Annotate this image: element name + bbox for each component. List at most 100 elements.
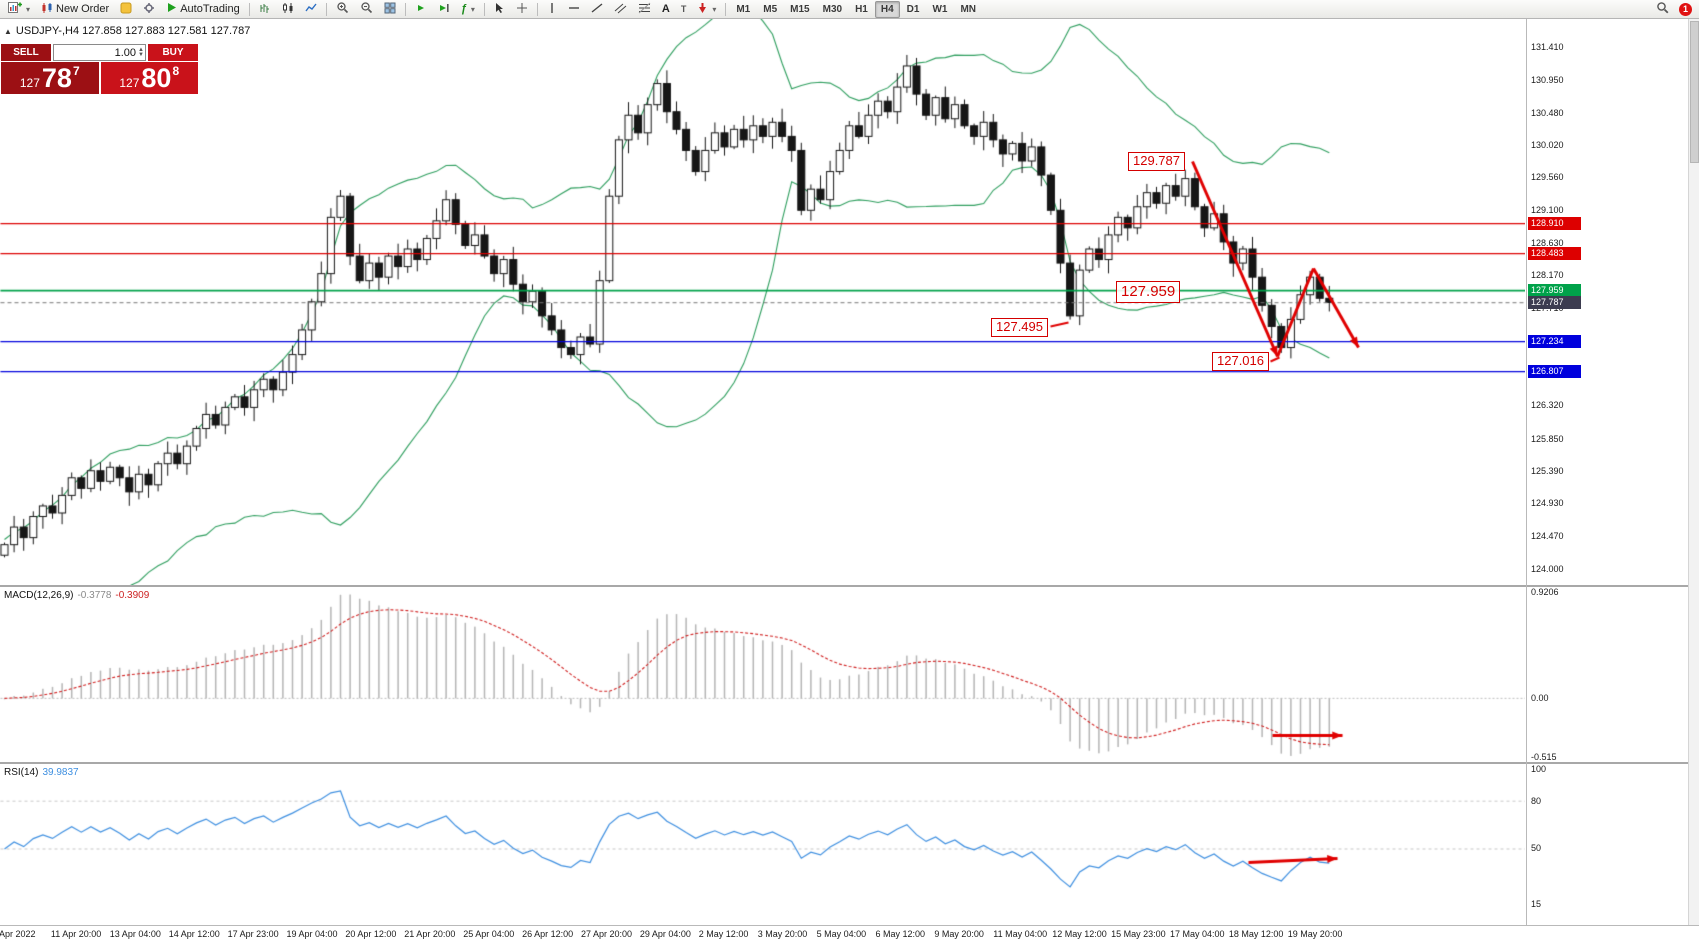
price-annotation-box[interactable]: 127.016 (1212, 352, 1269, 371)
channel-button[interactable] (609, 0, 632, 18)
buy-button[interactable]: BUY (148, 44, 198, 61)
rsi-panel-splitter[interactable] (0, 762, 1699, 764)
autotrading-button[interactable]: AutoTrading (161, 0, 245, 18)
trendline-button[interactable] (586, 0, 608, 18)
timeframe-button-h1[interactable]: H1 (855, 3, 868, 15)
arrows-tool-button[interactable]: ▾ (692, 0, 721, 18)
sell-price-big: 78 (41, 62, 72, 93)
timeframe-button-m15[interactable]: M15 (790, 3, 810, 15)
time-axis-label: 12 May 12:00 (1052, 929, 1107, 939)
symbol-marker-icon: ▲ (4, 26, 12, 36)
sell-price-pip: 7 (72, 64, 80, 78)
macd-panel-canvas[interactable] (0, 587, 1525, 762)
price-annotation-box[interactable]: 129.787 (1128, 152, 1185, 171)
scrollbar-thumb[interactable] (1690, 21, 1699, 163)
time-axis-label: 25 Apr 04:00 (463, 929, 515, 939)
timeframe-button-d1[interactable]: D1 (906, 3, 920, 15)
rsi-panel-canvas[interactable] (0, 764, 1525, 925)
vertical-scrollbar[interactable] (1688, 19, 1699, 925)
timeframe-button-m30[interactable]: M30 (822, 3, 843, 15)
gear-icon (143, 2, 155, 17)
line-chart-icon (305, 2, 317, 17)
sell-price-display[interactable]: 127 78 7 (1, 62, 99, 94)
horizontal-line-icon (568, 3, 580, 16)
options-button[interactable] (138, 0, 160, 18)
vertical-line-button[interactable] (542, 0, 562, 18)
time-axis-label: 19 Apr 04:00 (286, 929, 338, 939)
time-axis-label: 13 Apr 04:00 (109, 929, 161, 939)
macd-scale-label: 0.00 (1531, 692, 1549, 703)
timeframe-button-mn[interactable]: MN (960, 3, 977, 15)
chevron-down-icon: ▾ (26, 4, 31, 14)
chart-line-button[interactable] (300, 0, 322, 18)
price-tick: 131.410 (1531, 42, 1564, 53)
vertical-line-icon (547, 2, 557, 17)
zoom-in-button[interactable] (331, 0, 354, 18)
time-axis-label: 11 Apr 20:00 (50, 929, 102, 939)
price-annotation-box[interactable]: 127.959 (1116, 281, 1181, 303)
indicators-button[interactable]: ƒ ▾ (456, 0, 480, 18)
price-axis-border (1526, 19, 1527, 925)
timeframe-button-m5[interactable]: M5 (763, 3, 778, 15)
main-chart-canvas[interactable] (0, 19, 1525, 585)
volume-value: 1.00 (114, 46, 137, 59)
search-button[interactable] (1651, 0, 1674, 18)
zoom-out-icon (360, 1, 373, 17)
arrow-marker-icon (697, 2, 708, 17)
time-axis-label: 2 May 12:00 (698, 929, 749, 939)
time-axis-label: 20 Apr 12:00 (345, 929, 397, 939)
volume-spinner[interactable]: ▲ ▼ (138, 46, 144, 58)
price-tick: 129.560 (1531, 172, 1564, 183)
symbol-ohlc-text: USDJPY-,H4 127.858 127.883 127.581 127.7… (15, 25, 251, 37)
metaeditor-button[interactable] (115, 0, 137, 18)
current-price-badge: 127.787 (1528, 295, 1581, 309)
auto-scroll-button[interactable] (410, 0, 432, 18)
time-axis-label: 8 Apr 2022 (0, 929, 36, 939)
tile-windows-button[interactable] (379, 0, 401, 18)
rsi-scale-label: 80 (1531, 795, 1542, 806)
price-line-badge: 126.807 (1528, 364, 1581, 378)
price-line-badge: 127.959 (1528, 283, 1581, 297)
new-chart-button[interactable]: ▾ (3, 0, 35, 18)
rsi-scale-label: 15 (1531, 899, 1542, 910)
zoom-out-button[interactable] (355, 0, 378, 18)
time-axis-label: 17 Apr 23:00 (227, 929, 279, 939)
sell-button[interactable]: SELL (1, 44, 51, 61)
chart-shift-button[interactable] (433, 0, 455, 18)
toolbar-separator (725, 2, 727, 16)
candlestick-chart-icon (282, 2, 294, 17)
timeframe-button-m1[interactable]: M1 (736, 3, 751, 15)
macd-panel-splitter[interactable] (0, 585, 1699, 587)
time-axis-label: 26 Apr 12:00 (522, 929, 574, 939)
rsi-scale-label: 50 (1531, 843, 1542, 854)
timeframe-button-w1[interactable]: W1 (932, 3, 948, 15)
time-axis-label: 6 May 12:00 (875, 929, 926, 939)
notification-badge[interactable]: 1 (1679, 2, 1692, 16)
fibonacci-button[interactable] (633, 0, 656, 18)
one-click-trading-panel: SELL 1.00 ▲ ▼ BUY 127 78 7 127 80 8 (1, 44, 198, 94)
new-order-button[interactable]: New Order (36, 0, 114, 18)
chart-bars-button[interactable] (254, 0, 276, 18)
price-tick: 128.170 (1531, 270, 1564, 281)
crosshair-button[interactable] (511, 0, 533, 18)
chart-candles-button[interactable] (277, 0, 299, 18)
label-tool-button[interactable]: T (676, 0, 692, 18)
buy-price-display[interactable]: 127 80 8 (100, 62, 198, 94)
spinner-down-icon[interactable]: ▼ (138, 51, 144, 58)
horizontal-line-button[interactable] (563, 0, 585, 18)
time-axis-label: 17 May 04:00 (1170, 929, 1225, 939)
time-axis-label: 14 Apr 12:00 (168, 929, 220, 939)
price-tick: 124.000 (1531, 563, 1564, 574)
tile-windows-icon (384, 2, 396, 17)
cursor-button[interactable] (489, 0, 510, 18)
rsi-scale-label: 100 (1531, 764, 1547, 774)
timeframe-button-h4[interactable]: H4 (874, 0, 900, 18)
spinner-up-icon[interactable]: ▲ (138, 46, 144, 53)
time-axis-label: 11 May 04:00 (993, 929, 1048, 939)
text-tool-button[interactable]: A (657, 0, 675, 18)
volume-input[interactable]: 1.00 ▲ ▼ (53, 44, 146, 61)
price-annotation-box[interactable]: 127.495 (991, 318, 1048, 337)
toolbar-separator (325, 2, 327, 16)
